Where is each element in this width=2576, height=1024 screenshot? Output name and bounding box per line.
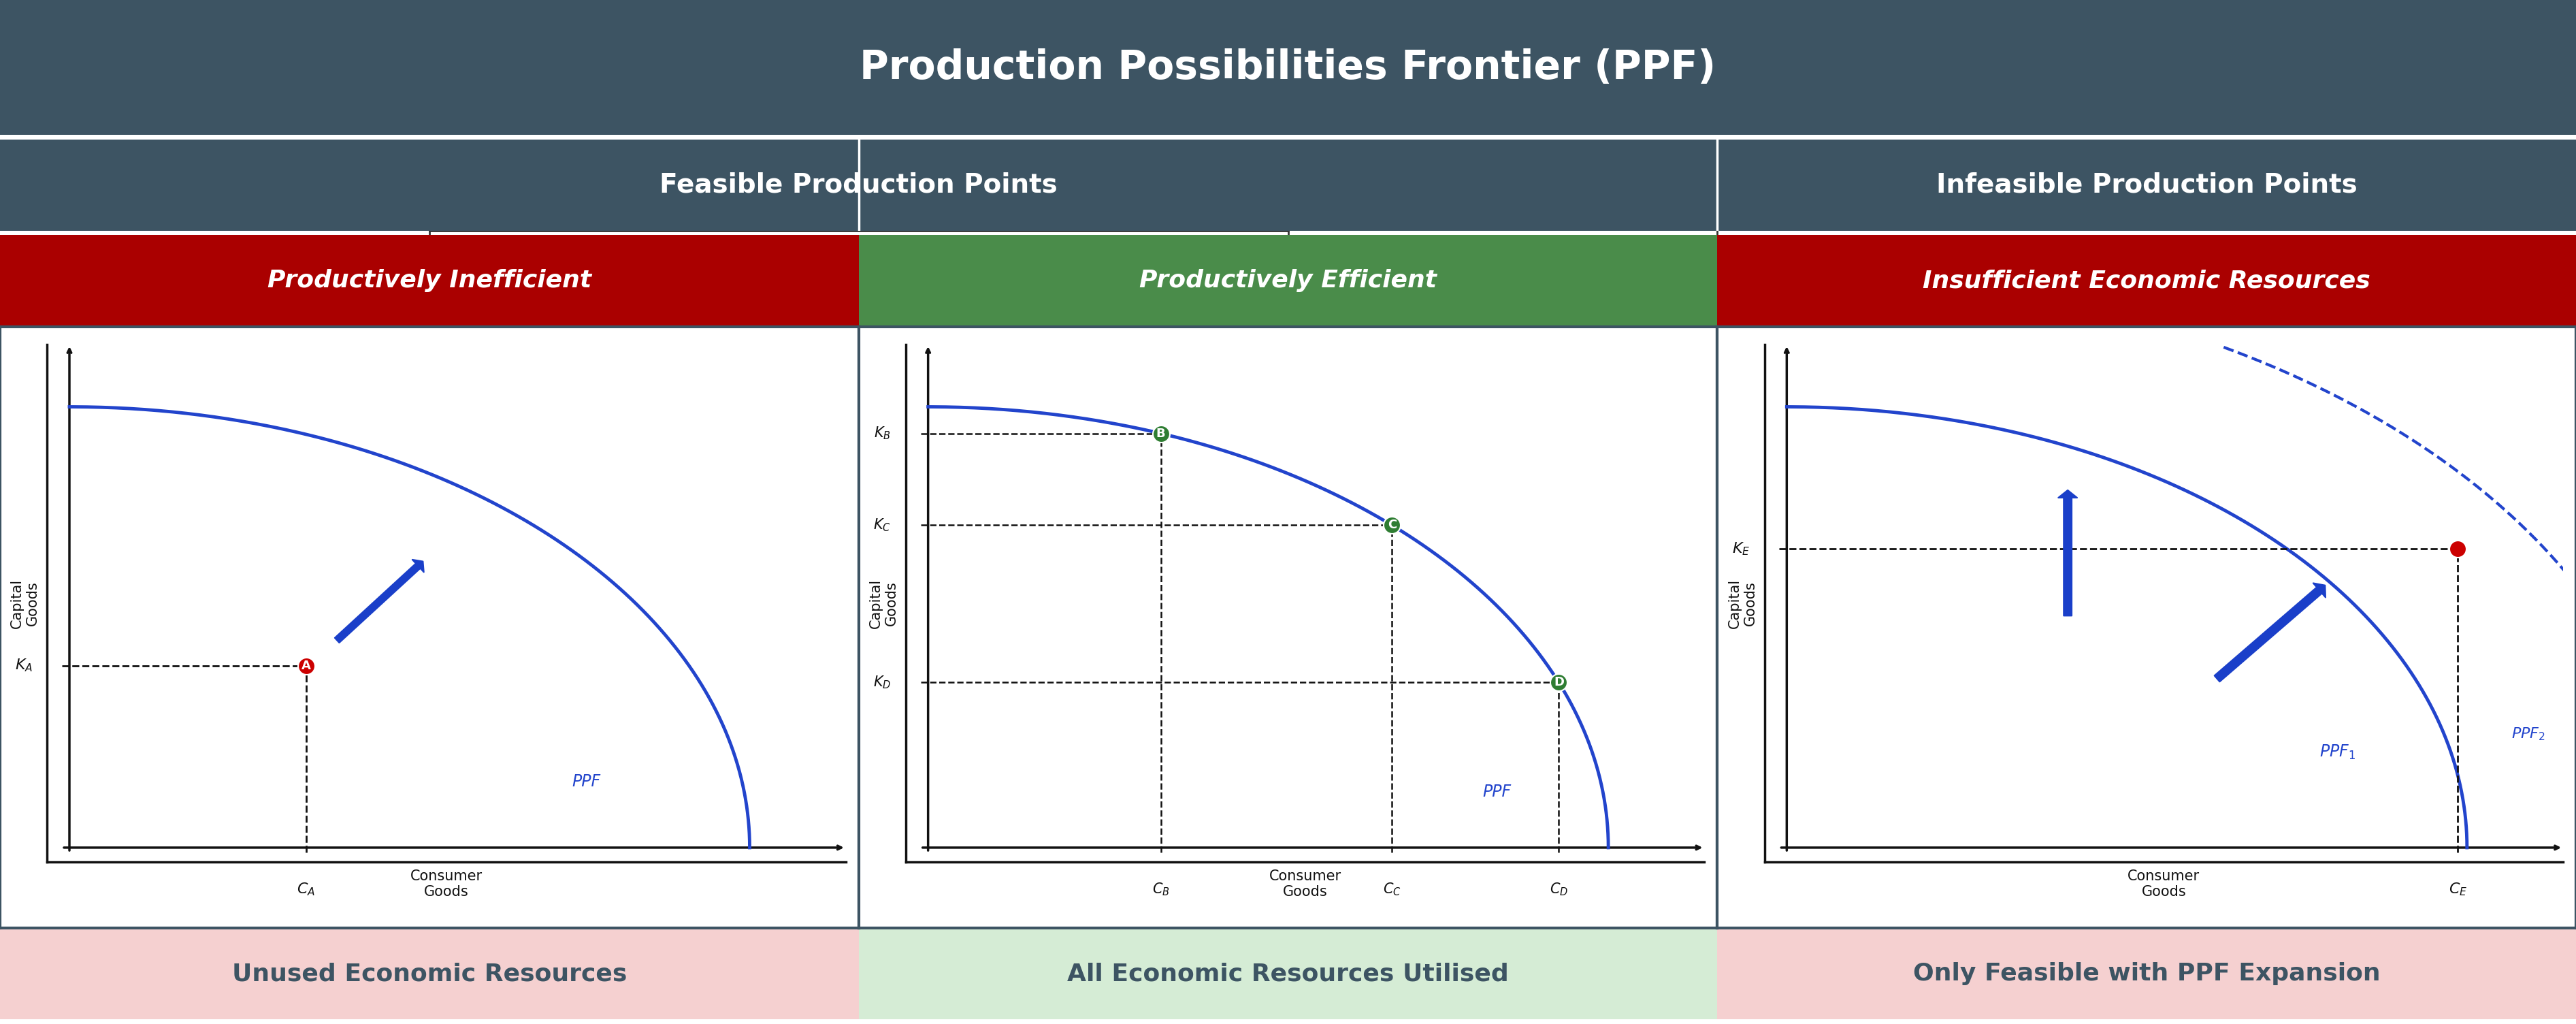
Text: All Economic Resources Utilised: All Economic Resources Utilised: [1066, 963, 1510, 985]
Text: PPF: PPF: [572, 774, 600, 791]
Text: $C_A$: $C_A$: [296, 882, 314, 897]
Text: $C_B$: $C_B$: [1151, 882, 1170, 897]
Text: $K_A$: $K_A$: [15, 657, 33, 674]
Text: C: C: [1388, 519, 1396, 531]
Y-axis label: Capital
Goods: Capital Goods: [868, 579, 899, 628]
Text: $K_B$: $K_B$: [873, 425, 891, 441]
Text: Productively Inefficient: Productively Inefficient: [268, 269, 592, 293]
Text: Unused Economic Resources: Unused Economic Resources: [232, 963, 626, 985]
X-axis label: Consumer
Goods: Consumer Goods: [1270, 869, 1342, 899]
Y-axis label: Capital
Goods: Capital Goods: [1728, 579, 1757, 628]
X-axis label: Consumer
Goods: Consumer Goods: [2128, 869, 2200, 899]
Text: $K_D$: $K_D$: [873, 675, 891, 690]
Text: Insufficient Economic Resources: Insufficient Economic Resources: [1922, 269, 2370, 293]
Text: B: B: [1157, 427, 1164, 439]
Text: PPF$_2$: PPF$_2$: [2512, 726, 2545, 742]
Text: $K_E$: $K_E$: [1731, 541, 1749, 557]
Text: Infeasible Production Points: Infeasible Production Points: [1937, 172, 2357, 198]
Text: Only Feasible with PPF Expansion: Only Feasible with PPF Expansion: [1914, 963, 2380, 985]
Text: E: E: [2465, 543, 2473, 555]
Y-axis label: Capital
Goods: Capital Goods: [10, 579, 39, 628]
Text: $C_D$: $C_D$: [1551, 882, 1569, 897]
X-axis label: Consumer
Goods: Consumer Goods: [410, 869, 482, 899]
Text: $C_E$: $C_E$: [2450, 882, 2468, 897]
Text: $K_C$: $K_C$: [873, 517, 891, 534]
Text: PPF$_1$: PPF$_1$: [2318, 743, 2354, 762]
Text: Feasible Production Points: Feasible Production Points: [659, 172, 1059, 198]
Text: D: D: [1553, 677, 1564, 688]
Text: Production Possibilities Frontier (PPF): Production Possibilities Frontier (PPF): [860, 48, 1716, 87]
Text: Productively Efficient: Productively Efficient: [1139, 269, 1437, 293]
Text: $C_C$: $C_C$: [1383, 882, 1401, 897]
Text: PPF: PPF: [1484, 783, 1512, 800]
Text: A: A: [301, 659, 312, 672]
